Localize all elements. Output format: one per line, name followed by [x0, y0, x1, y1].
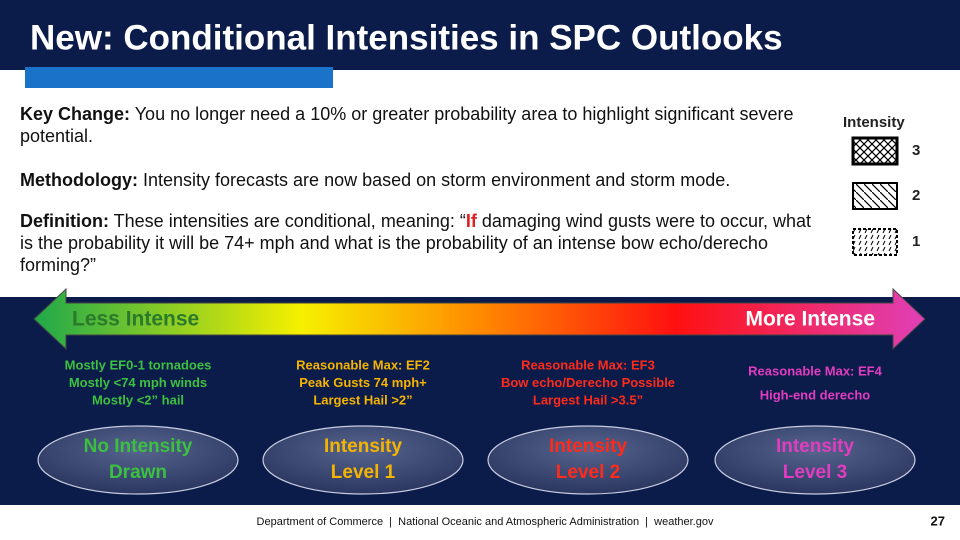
oval-label: Intensity [324, 436, 403, 457]
column-line: Reasonable Max: EF3 [521, 357, 655, 372]
page-number: 27 [931, 513, 945, 528]
intensity-oval [714, 425, 916, 495]
legend-swatch [852, 228, 898, 256]
column-line: Largest Hail >3.5” [533, 392, 643, 407]
column-line: Peak Gusts 74 mph+ [299, 375, 427, 390]
slide-title: New: Conditional Intensities in SPC Outl… [30, 18, 783, 57]
column-line: Reasonable Max: EF4 [748, 363, 882, 378]
column-line: Mostly <74 mph winds [69, 375, 207, 390]
column-line: Largest Hail >2” [313, 392, 412, 407]
paragraph-text: Intensity forecasts are now based on sto… [137, 170, 731, 190]
paragraph-text: You no longer need a 10% or greater prob… [20, 104, 794, 146]
intensity-oval [37, 425, 239, 495]
paragraph-label: Definition: [20, 211, 109, 231]
oval-label: Level 1 [331, 462, 396, 483]
column-line: Bow echo/Derecho Possible [501, 375, 675, 390]
title-bar [0, 0, 960, 70]
paragraph-label: Key Change: [20, 104, 131, 124]
oval-label: Intensity [549, 436, 628, 457]
legend-level: 3 [912, 142, 920, 159]
column-line: Reasonable Max: EF2 [296, 357, 430, 372]
legend-title: Intensity [843, 114, 905, 131]
oval-label: Level 2 [556, 462, 620, 483]
accent-bar [25, 67, 333, 88]
paragraph-emphasis: If [465, 211, 477, 231]
legend-swatch [851, 136, 899, 166]
paragraph-text: These intensities are conditional, meani… [108, 211, 466, 231]
column-line: High-end derecho [760, 387, 871, 402]
paragraph-text: damaging wind gusts were to occur, what … [20, 211, 812, 275]
legend-level: 2 [912, 187, 920, 204]
intensity-oval [487, 425, 689, 495]
paragraph: Definition: These intensities are condit… [20, 210, 820, 276]
paragraph: Key Change: You no longer need a 10% or … [20, 103, 820, 147]
legend-swatch [852, 182, 898, 210]
paragraph-label: Methodology: [20, 170, 138, 190]
oval-label: Intensity [776, 436, 855, 457]
oval-label: Level 3 [783, 462, 847, 483]
paragraph: Methodology: Intensity forecasts are now… [20, 169, 820, 191]
oval-label: No Intensity [84, 436, 193, 457]
oval-label: Drawn [109, 462, 167, 483]
arrow-right-label: More Intense [745, 308, 875, 331]
column-line: Mostly EF0-1 tornadoes [65, 357, 212, 372]
column-line: Mostly <2” hail [92, 392, 184, 407]
intensity-arrow [33, 287, 926, 351]
intensity-oval [262, 425, 464, 495]
footer-text: Department of Commerce | National Oceani… [257, 516, 714, 528]
arrow-left-label: Less Intense [72, 308, 199, 331]
legend-level: 1 [912, 233, 920, 250]
